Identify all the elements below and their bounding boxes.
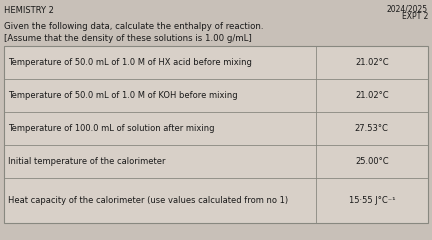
Text: EXPT 2: EXPT 2 xyxy=(402,12,428,21)
Text: Given the following data, calculate the enthalpy of reaction.: Given the following data, calculate the … xyxy=(4,22,264,31)
Text: Temperature of 100.0 mL of solution after mixing: Temperature of 100.0 mL of solution afte… xyxy=(8,124,215,133)
Text: Temperature of 50.0 mL of 1.0 M of HX acid before mixing: Temperature of 50.0 mL of 1.0 M of HX ac… xyxy=(8,58,252,67)
Text: 21.02°C: 21.02°C xyxy=(355,58,389,67)
Text: Initial temperature of the calorimeter: Initial temperature of the calorimeter xyxy=(8,157,165,166)
Text: 25.00°C: 25.00°C xyxy=(355,157,389,166)
Bar xyxy=(4,46,428,223)
Text: 2024/2025: 2024/2025 xyxy=(387,4,428,13)
Text: 27.53°C: 27.53°C xyxy=(355,124,389,133)
Text: HEMISTRY 2: HEMISTRY 2 xyxy=(4,6,54,15)
Text: Heat capacity of the calorimeter (use values calculated from no 1): Heat capacity of the calorimeter (use va… xyxy=(8,196,288,205)
Text: 21.02°C: 21.02°C xyxy=(355,91,389,100)
Text: [Assume that the density of these solutions is 1.00 g/mL]: [Assume that the density of these soluti… xyxy=(4,34,252,43)
Text: Temperature of 50.0 mL of 1.0 M of KOH before mixing: Temperature of 50.0 mL of 1.0 M of KOH b… xyxy=(8,91,238,100)
Text: 15·55 J°C⁻¹: 15·55 J°C⁻¹ xyxy=(349,196,395,205)
